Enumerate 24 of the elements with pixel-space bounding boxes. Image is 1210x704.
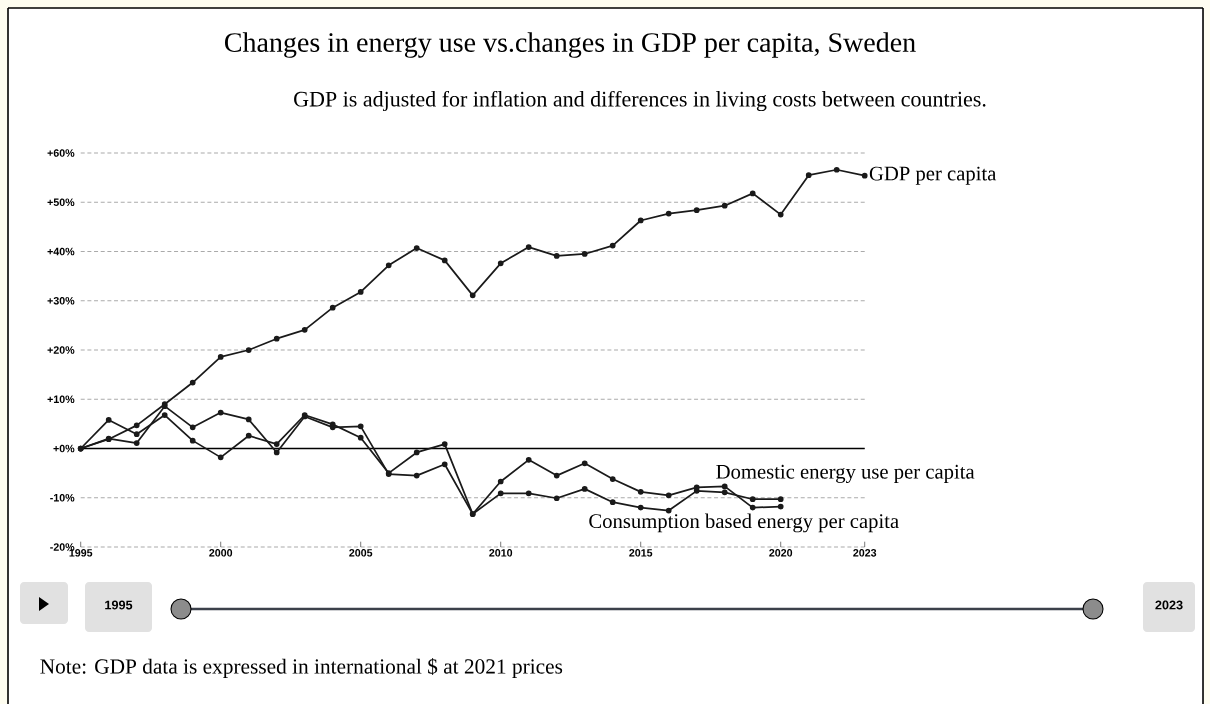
y-tick-label: -20% [50,543,75,551]
x-tick-label: 1995 [69,549,93,557]
text: Note: GDP data is expressed in international $ at 2021 prices [40,658,563,678]
chart-title: Changes in energy use vs.changes in GDP per capita, Sweden [225,32,916,58]
y-tick-label: +0% [53,444,75,453]
y-tick-label: +60% [47,149,75,157]
y-tick-label: -10% [50,493,75,502]
y-tick-label: +10% [47,395,75,404]
x-tick-label: 2020 [769,549,793,557]
x-tick-label: 2010 [489,549,513,557]
series-label: GDP per capita [869,166,997,185]
chart-subtitle: GDP is adjusted for inflation and differences in living costs between countries. [294,90,986,112]
series-label: Consumption based energy per capita [589,513,899,533]
y-tick-label: +20% [47,346,75,354]
y-tick-label: +50% [47,198,75,207]
y-tick-label: +30% [47,296,75,305]
x-tick-label: 2000 [209,549,233,557]
text: 2023 [1155,600,1183,610]
y-tick-label: +40% [47,247,75,256]
x-tick-label: 2005 [349,549,373,557]
text: 1995 [105,600,133,610]
x-tick-label: 2015 [629,549,653,557]
series-label: Domestic energy use per capita [716,464,975,483]
x-tick-label: 2023 [853,549,877,557]
